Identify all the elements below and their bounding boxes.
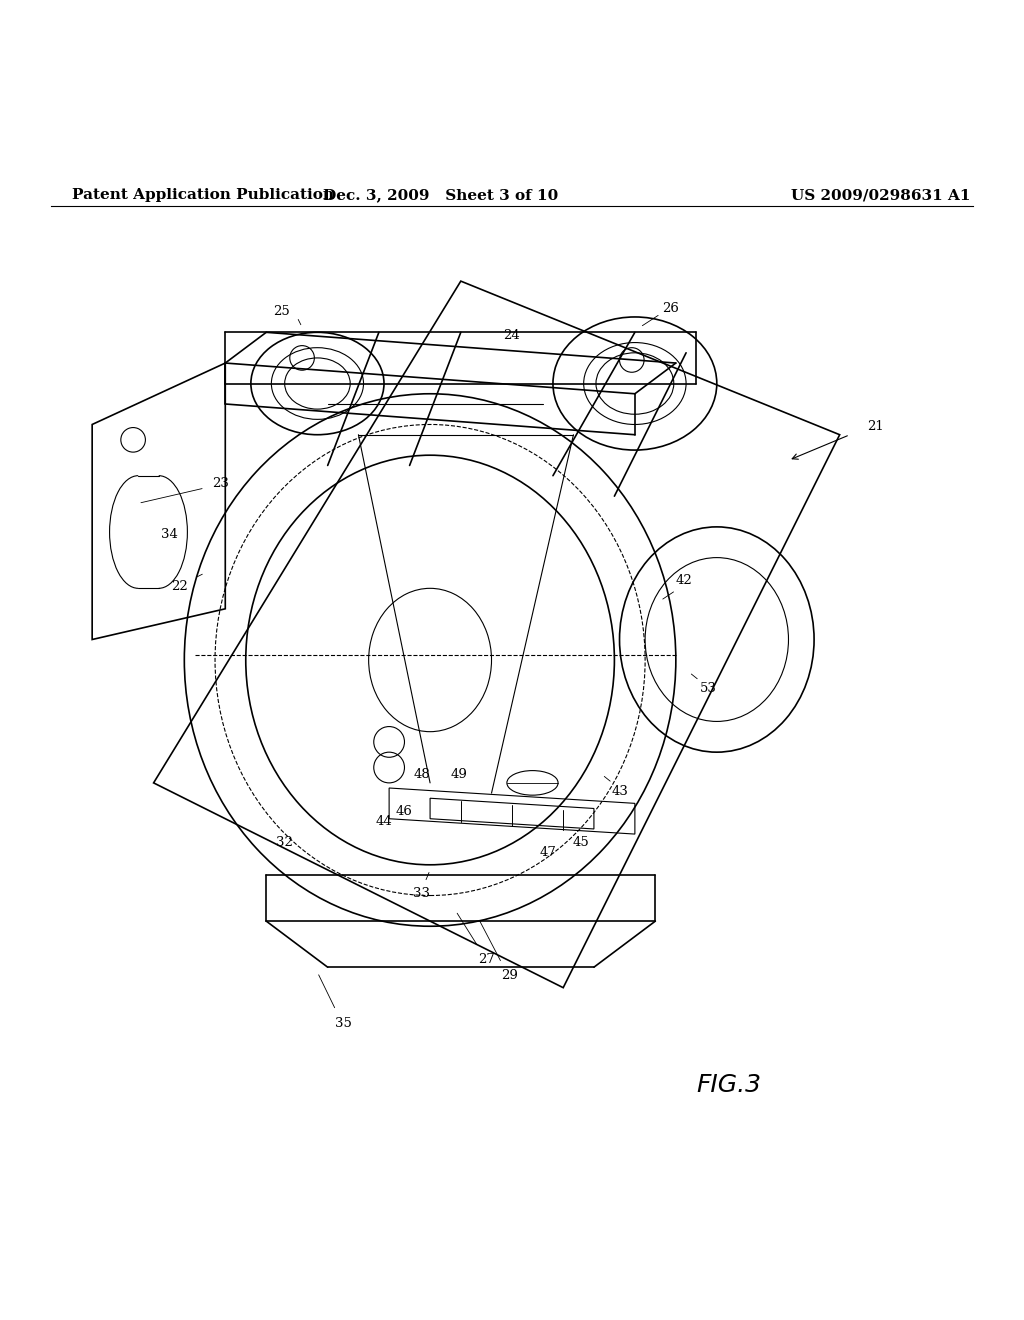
Text: FIG.3: FIG.3 xyxy=(696,1073,761,1097)
Text: Patent Application Publication: Patent Application Publication xyxy=(72,189,334,202)
Text: 45: 45 xyxy=(572,836,589,849)
Text: 48: 48 xyxy=(414,768,430,781)
Text: 21: 21 xyxy=(867,420,884,433)
Text: 33: 33 xyxy=(414,887,430,900)
Text: 32: 32 xyxy=(276,836,293,849)
Text: 44: 44 xyxy=(376,816,392,828)
Text: 53: 53 xyxy=(700,682,717,696)
Text: US 2009/0298631 A1: US 2009/0298631 A1 xyxy=(791,189,971,202)
Text: Dec. 3, 2009   Sheet 3 of 10: Dec. 3, 2009 Sheet 3 of 10 xyxy=(323,189,558,202)
Text: 35: 35 xyxy=(335,1016,351,1030)
Text: 47: 47 xyxy=(540,846,556,859)
Text: 43: 43 xyxy=(611,784,628,797)
Text: 24: 24 xyxy=(504,329,520,342)
Text: 26: 26 xyxy=(663,302,679,315)
Text: 29: 29 xyxy=(502,969,518,982)
Text: 42: 42 xyxy=(676,574,692,586)
Text: 49: 49 xyxy=(451,768,467,781)
Text: 34: 34 xyxy=(161,528,177,541)
Text: 23: 23 xyxy=(212,478,228,490)
Text: 27: 27 xyxy=(478,953,495,965)
Text: 25: 25 xyxy=(273,305,290,318)
Text: 46: 46 xyxy=(396,805,413,818)
Text: 22: 22 xyxy=(171,579,187,593)
